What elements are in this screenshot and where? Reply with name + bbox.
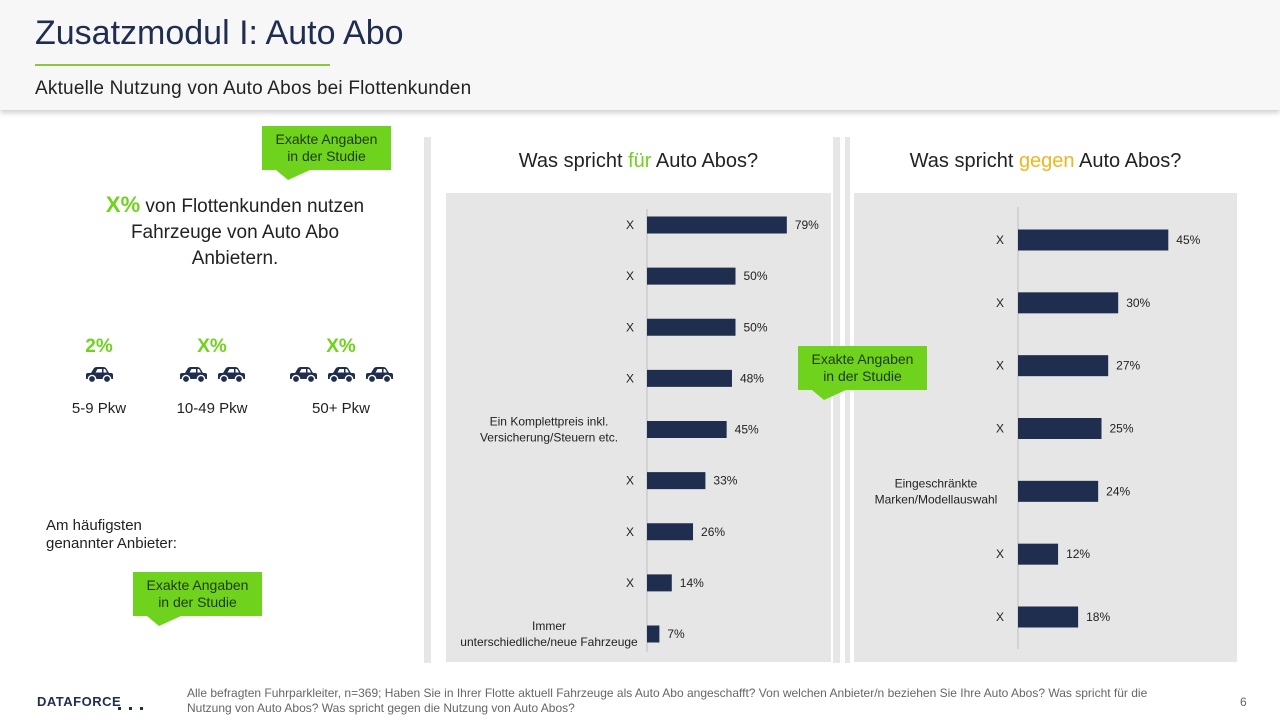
title-text: Was spricht (518, 150, 629, 172)
bar-value-label: 50% (744, 269, 768, 283)
bar-value-label: 79% (795, 218, 819, 232)
page-title: Zusatzmodul I: Auto Abo (35, 14, 404, 52)
bar-value-label: 45% (735, 423, 759, 437)
pro-panel-body (446, 193, 831, 662)
car-icons (44, 366, 154, 388)
category-label: X (626, 474, 634, 488)
bar-value-label: 30% (1126, 296, 1150, 310)
bar-value-label: 7% (667, 627, 685, 641)
category-label: X (996, 296, 1004, 310)
fleet-size-group-large: X% 50+ Pkw (286, 336, 396, 417)
category-label: X (626, 576, 634, 590)
car-icons (286, 366, 396, 388)
footer-note: Alle befragten Fuhrparkleiter, n=369; Ha… (187, 686, 1148, 715)
contra-chart-title: Was spricht gegen Auto Abos? (854, 150, 1237, 173)
category-label: Ein Komplettpreis inkl. Versicherung/Steu… (480, 415, 618, 445)
logo-dots (118, 707, 143, 710)
pro-chart-title: Was spricht für Auto Abos? (446, 150, 831, 173)
title-highlight: gegen (1018, 150, 1075, 172)
bar-value-label: 14% (680, 576, 704, 590)
bar (647, 318, 736, 336)
fleet-size-label: 50+ Pkw (312, 400, 370, 417)
bar-value-label: 27% (1116, 359, 1140, 373)
contra-chart: 45% X 30% X 27% X 25% X 24% Eingeschränkte Marken/… (875, 207, 1201, 649)
pro-panel-header (446, 137, 831, 193)
bar (1018, 543, 1059, 565)
category-label: X (996, 422, 1004, 436)
callout-exact-data-bottom: Exakte Angaben in der Studie (133, 572, 262, 626)
dataforce-logo: DATAFORCE (37, 694, 122, 709)
fleet-size-label: 10-49 Pkw (176, 400, 248, 417)
bar (1018, 606, 1079, 628)
header-bar: Zusatzmodul I: Auto Abo Aktuelle Nutzung… (0, 0, 1280, 110)
bar-value-label: 45% (1176, 233, 1200, 247)
page-subtitle: Aktuelle Nutzung von Auto Abos bei Flott… (35, 78, 472, 99)
bar (647, 216, 787, 234)
category-label: X (626, 320, 634, 334)
category-label: Immer unterschiedliche/neue Fahrzeuge (460, 619, 638, 649)
car-icon (290, 367, 317, 384)
bar (647, 267, 736, 285)
column-divider (833, 137, 840, 663)
category-label: X (996, 547, 1004, 561)
usage-percentage: X% (105, 192, 141, 217)
usage-statement: X% von Flottenkunden nutzen Fahrzeuge vo… (100, 192, 370, 272)
car-icon (180, 367, 207, 384)
bar (647, 523, 694, 541)
category-label: X (996, 610, 1004, 624)
page-number: 6 (1240, 695, 1247, 709)
car-icon (328, 367, 355, 384)
column-divider (845, 137, 850, 663)
car-icons (157, 366, 267, 388)
fleet-size-group-medium: X% 10-49 Pkw (157, 336, 267, 417)
callout-exact-data-top: Exakte Angaben in der Studie (262, 126, 391, 180)
top-provider-label: Am häufigsten genannter Anbieter: (46, 517, 177, 552)
bar (647, 472, 706, 490)
bar (647, 369, 732, 387)
usage-description: von Flottenkunden nutzen Fahrzeuge von A… (130, 196, 365, 269)
bar-value-label: 18% (1086, 610, 1110, 624)
column-divider (424, 137, 431, 663)
bar (1018, 229, 1169, 251)
fleet-size-percentage: X% (326, 336, 356, 357)
bar-value-label: 25% (1110, 422, 1134, 436)
category-label: Eingeschränkte Marken/Modellauswahl (875, 476, 998, 506)
title-text: Auto Abos? (1074, 150, 1182, 172)
bar (1018, 292, 1119, 314)
bar (647, 625, 660, 643)
callout-exact-data-middle: Exakte Angaben in der Studie (798, 346, 927, 400)
car-icon (86, 367, 113, 384)
bar-value-label: 24% (1106, 484, 1130, 498)
bar-value-label: 12% (1066, 547, 1090, 561)
fleet-size-percentage: X% (197, 336, 227, 357)
car-icon (218, 367, 245, 384)
fleet-size-percentage: 2% (85, 336, 113, 357)
car-icon (366, 367, 393, 384)
bar (647, 574, 672, 592)
bar (1018, 355, 1109, 377)
bar-value-label: 33% (713, 474, 737, 488)
bar (1018, 480, 1099, 502)
bar-value-label: 26% (701, 525, 725, 539)
category-label: X (626, 218, 634, 232)
bar-value-label: 50% (744, 320, 768, 334)
bar (1018, 418, 1102, 439)
category-label: X (996, 359, 1004, 373)
title-highlight: für (628, 150, 652, 172)
contra-panel-header (854, 137, 1237, 193)
title-underline (35, 64, 330, 66)
fleet-size-label: 5-9 Pkw (71, 400, 127, 417)
title-text: Auto Abos? (651, 150, 759, 172)
category-label: X (626, 269, 634, 283)
fleet-size-group-small: 2% 5-9 Pkw (44, 336, 154, 417)
pro-chart: 79% X 50% X 50% X 48% X 45% Ein Komplettpreis ink… (460, 209, 819, 652)
category-label: X (626, 525, 634, 539)
category-label: X (996, 233, 1004, 247)
bar-value-label: 48% (740, 371, 764, 385)
bar (647, 421, 727, 438)
title-text: Was spricht (909, 150, 1019, 172)
category-label: X (626, 371, 634, 385)
